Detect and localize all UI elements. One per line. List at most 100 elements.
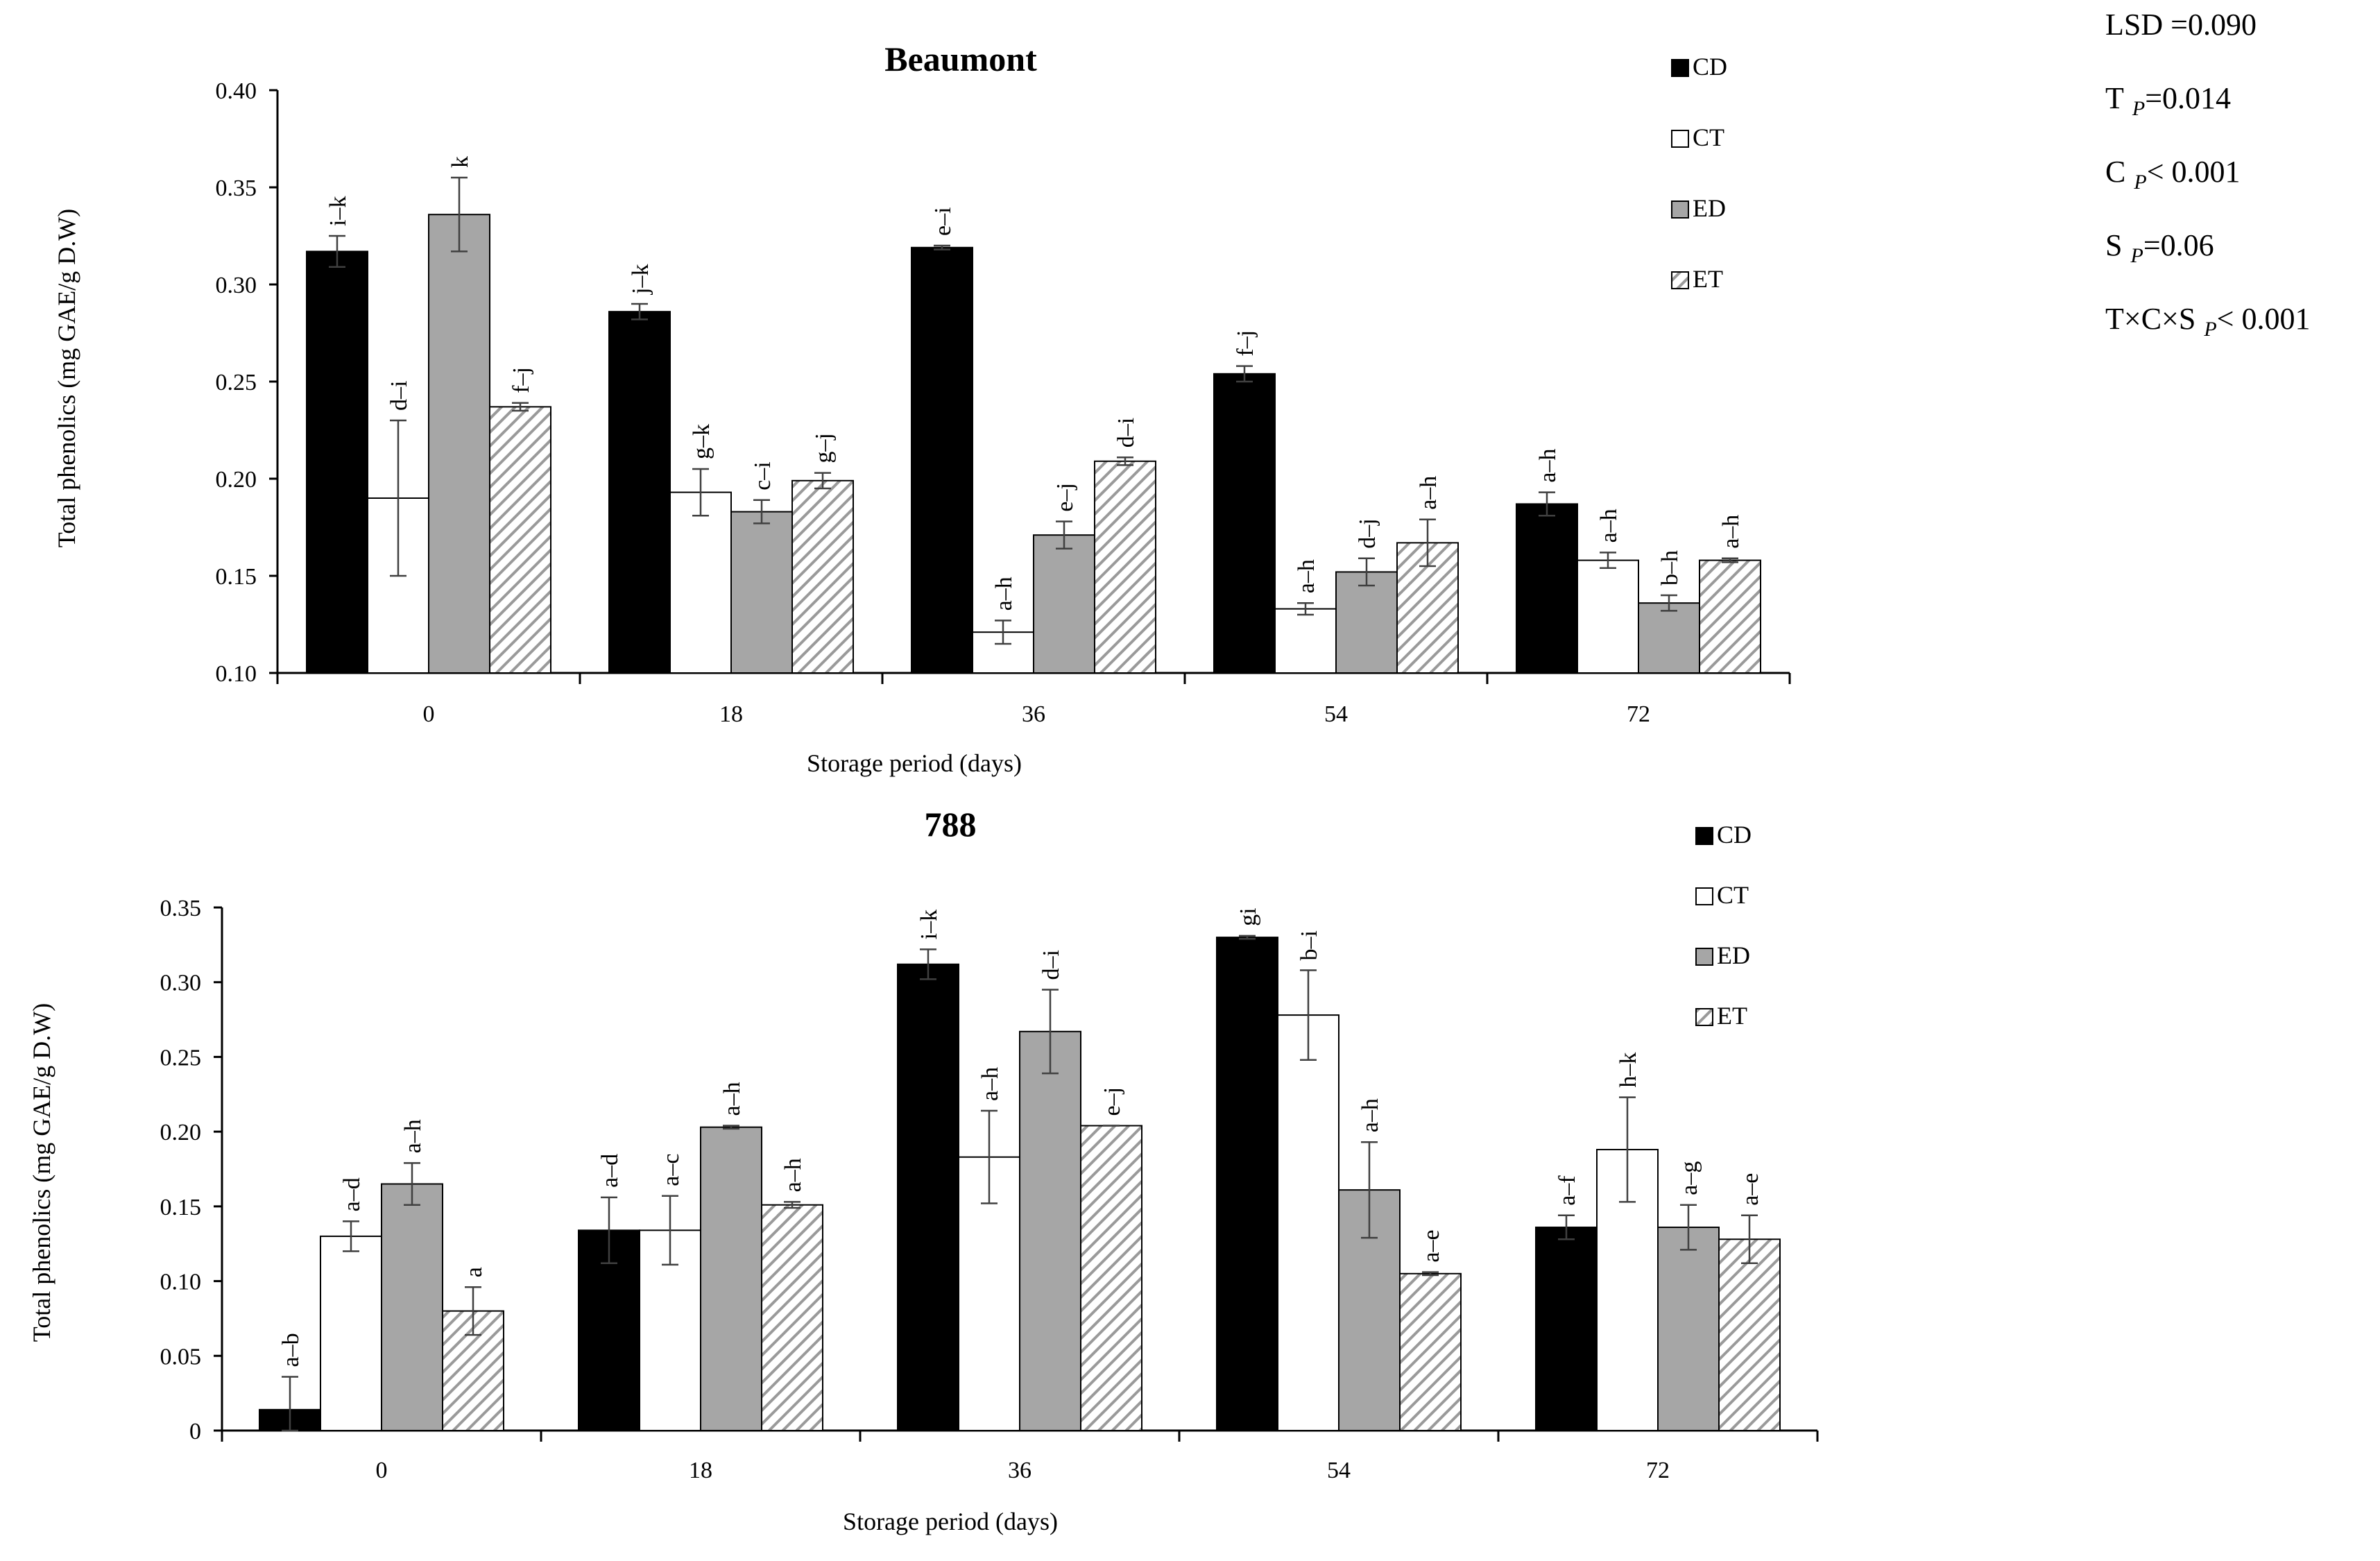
significance-letter: a–d bbox=[339, 1177, 365, 1211]
bar-ed bbox=[1657, 1227, 1720, 1431]
significance-letter: c–i bbox=[750, 461, 776, 491]
significance-letter: i–k bbox=[916, 910, 942, 939]
x-tick-label: 18 bbox=[719, 701, 743, 727]
significance-letter: a–h bbox=[1596, 509, 1622, 543]
significance-letter: a–e bbox=[1738, 1173, 1763, 1206]
bar-ed bbox=[1033, 534, 1095, 674]
significance-letter: b–h bbox=[1657, 550, 1683, 586]
significance-letter: a–g bbox=[1677, 1161, 1702, 1195]
stat-line: T×C×S P< 0.001 bbox=[2105, 302, 2310, 341]
significance-letter: a–b bbox=[278, 1333, 304, 1367]
bar-ed bbox=[730, 511, 793, 674]
legend-label-ed: ED bbox=[1693, 194, 1726, 222]
y-tick-label: 0.20 bbox=[216, 467, 257, 493]
significance-letter: a–e bbox=[1419, 1229, 1444, 1262]
bar-ed bbox=[700, 1126, 762, 1432]
bar-cd bbox=[1535, 1227, 1598, 1431]
legend-label-cd: CD bbox=[1717, 821, 1752, 848]
bar-et bbox=[791, 479, 854, 674]
stat-line: LSD =0.090 bbox=[2105, 8, 2257, 42]
x-tick-label: 54 bbox=[1324, 701, 1348, 727]
y-tick-label: 0.05 bbox=[160, 1344, 202, 1370]
significance-letter: a–h bbox=[1718, 515, 1744, 549]
x-tick-label: 18 bbox=[689, 1458, 712, 1483]
y-tick-label: 0.10 bbox=[216, 661, 257, 687]
bar-cd bbox=[1516, 503, 1578, 674]
x-axis-label: Storage period (days) bbox=[807, 749, 1022, 777]
y-tick-label: 0.40 bbox=[216, 78, 257, 104]
bar-ed bbox=[1019, 1030, 1081, 1431]
significance-letter: a–h bbox=[719, 1082, 745, 1116]
bar-cd bbox=[911, 246, 973, 674]
bar-cd bbox=[608, 311, 671, 674]
y-tick-label: 0.15 bbox=[160, 1195, 202, 1220]
bar-ct bbox=[1577, 559, 1639, 674]
significance-letter: a–f bbox=[1555, 1175, 1580, 1206]
chart-title: Beaumont bbox=[884, 40, 1037, 78]
y-tick-label: 0.25 bbox=[160, 1045, 202, 1070]
significance-letter: d–i bbox=[386, 381, 412, 411]
significance-letter: f–j bbox=[1233, 330, 1258, 357]
chart-title: 788 bbox=[925, 805, 977, 844]
statistics-panel: LSD =0.090 T P=0.014 C P< 0.001 S P=0.06 T×C×S P… bbox=[2105, 8, 2310, 341]
significance-letter: e–j bbox=[1052, 483, 1078, 512]
bar-et bbox=[761, 1204, 823, 1432]
bar-ct bbox=[1274, 608, 1337, 674]
y-tick-label: 0.15 bbox=[216, 564, 257, 590]
legend-label-et: ET bbox=[1717, 1002, 1747, 1030]
significance-letter: a–h bbox=[1416, 476, 1441, 510]
bar-ed bbox=[1638, 602, 1700, 674]
significance-letter: h–k bbox=[1616, 1052, 1641, 1088]
x-tick-label: 0 bbox=[423, 701, 435, 727]
beaumont-chart: Beaumont Total phenolics (mg GAE/g D.W) … bbox=[53, 40, 1791, 777]
significance-letter: k bbox=[447, 156, 473, 168]
bar-ct bbox=[320, 1235, 382, 1431]
bar-et bbox=[1399, 1272, 1462, 1432]
plot-area: 0.10 0.15 0.20 0.25 0.30 0.35 0.40 0 i–k d–i k f–j 1… bbox=[216, 78, 1791, 727]
legend-label-ed: ED bbox=[1717, 941, 1750, 969]
legend-swatch-cd bbox=[1671, 59, 1689, 77]
y-tick-label: 0.30 bbox=[216, 273, 257, 298]
legend: CD CT ED ET bbox=[1671, 53, 1727, 293]
plot-area: 0 0.05 0.10 0.15 0.20 0.25 0.30 0.35 0 a–b a–d a–h a… bbox=[160, 896, 1819, 1483]
stat-line: T P=0.014 bbox=[2105, 81, 2231, 120]
legend-swatch-ed bbox=[1695, 948, 1713, 966]
bar-cd bbox=[1216, 937, 1278, 1431]
bar-ct bbox=[1277, 1014, 1339, 1431]
significance-letter: d–i bbox=[1038, 950, 1064, 980]
y-tick-label: 0.20 bbox=[160, 1120, 202, 1145]
significance-letter: a–h bbox=[780, 1158, 806, 1192]
significance-letter: a–d bbox=[597, 1154, 623, 1188]
bar-ct bbox=[669, 491, 732, 674]
legend-label-ct: CT bbox=[1693, 123, 1724, 151]
bar-ed bbox=[1335, 571, 1398, 674]
significance-letter: g–j bbox=[811, 433, 837, 463]
legend-swatch-cd bbox=[1695, 827, 1713, 845]
x-axis-label: Storage period (days) bbox=[843, 1508, 1058, 1535]
y-tick-label: 0.10 bbox=[160, 1270, 202, 1295]
significance-letter: b–i bbox=[1296, 930, 1322, 960]
significance-letter: d–j bbox=[1355, 518, 1380, 548]
x-tick-label: 36 bbox=[1022, 701, 1045, 727]
legend-label-et: ET bbox=[1693, 265, 1723, 293]
legend-swatch-ed bbox=[1671, 201, 1689, 219]
x-tick-label: 72 bbox=[1646, 1458, 1670, 1483]
significance-letter: a–c bbox=[658, 1154, 684, 1186]
legend: CD CT ED ET bbox=[1695, 821, 1752, 1030]
y-tick-label: 0.35 bbox=[160, 896, 202, 921]
legend-swatch-ct bbox=[1695, 887, 1713, 905]
legend-swatch-et bbox=[1695, 1008, 1713, 1026]
y-axis-label: Total phenolics (mg GAE/g D.W) bbox=[53, 209, 80, 547]
bar-et bbox=[1699, 559, 1761, 674]
significance-letter: d–i bbox=[1113, 418, 1139, 447]
bar-ed bbox=[381, 1183, 443, 1431]
significance-letter: a–h bbox=[1294, 559, 1319, 593]
legend-swatch-ct bbox=[1671, 130, 1689, 148]
y-tick-label: 0.35 bbox=[216, 176, 257, 201]
y-tick-label: 0 bbox=[189, 1419, 201, 1444]
significance-letter: a bbox=[461, 1267, 487, 1277]
bar-cd bbox=[306, 250, 368, 674]
x-tick-label: 36 bbox=[1008, 1458, 1031, 1483]
stat-line: S P=0.06 bbox=[2105, 228, 2214, 267]
